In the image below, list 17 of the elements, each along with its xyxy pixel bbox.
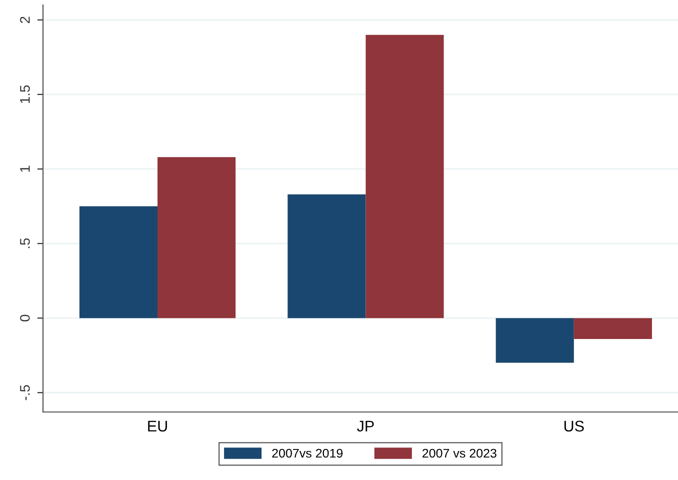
y-tick-label: 2 — [20, 16, 30, 24]
y-tick-label: 0 — [20, 314, 30, 322]
x-tick-label: EU — [148, 420, 167, 432]
y-tick-label: .5 — [20, 238, 30, 248]
bar — [366, 34, 444, 318]
legend-label: 2007vs 2019 — [272, 448, 343, 458]
bar — [288, 194, 366, 318]
y-tick-label: 1 — [20, 166, 30, 172]
bar — [574, 318, 652, 339]
y-tick-label: -.5 — [20, 385, 30, 400]
bar — [496, 318, 574, 363]
x-tick-label: JP — [357, 420, 374, 432]
bar — [79, 206, 158, 318]
x-tick-label: US — [564, 420, 584, 432]
legend-label: 2007 vs 2023 — [422, 448, 496, 458]
bar — [158, 157, 236, 318]
y-tick-label: 1.5 — [20, 85, 30, 104]
